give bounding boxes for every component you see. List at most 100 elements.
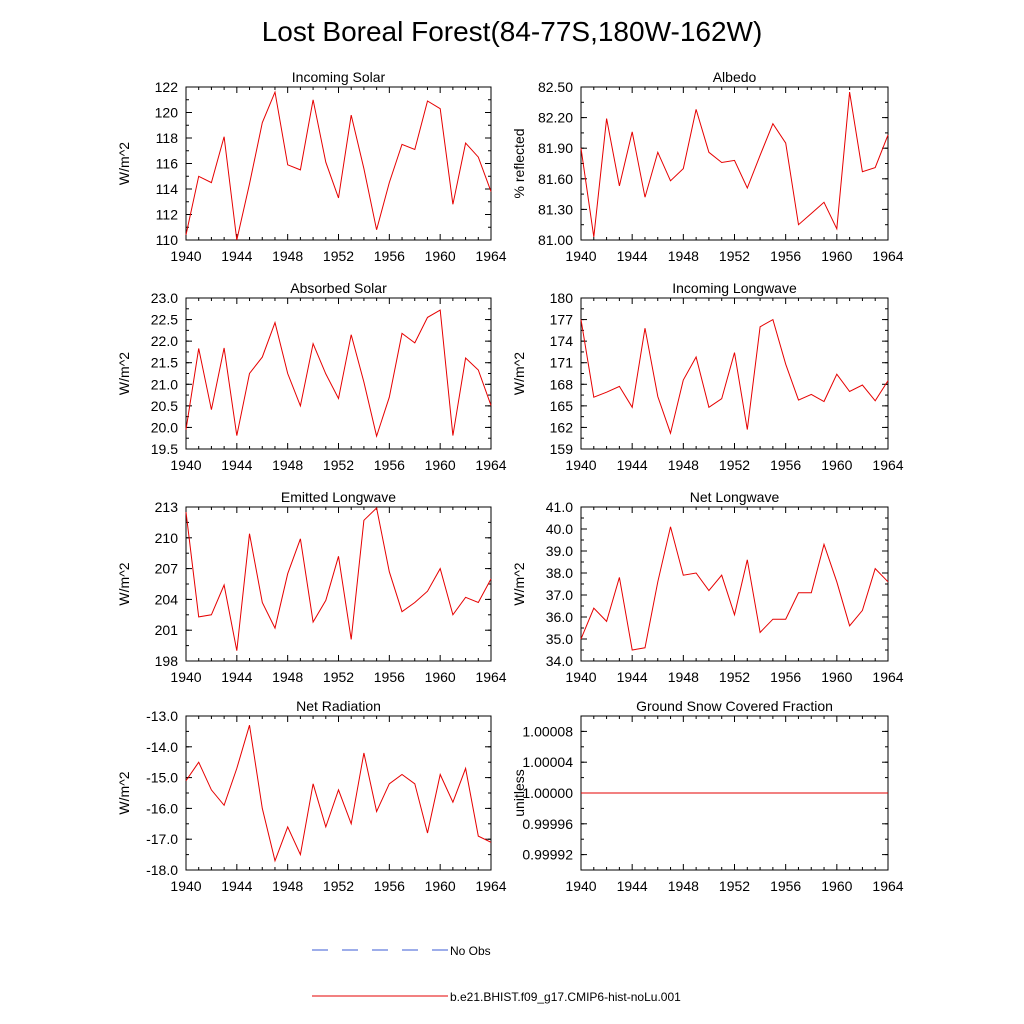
y-tick-label: 39.0 — [546, 543, 573, 559]
x-tick-label: 1964 — [872, 457, 903, 473]
legend-label-1: No Obs — [450, 944, 491, 958]
x-tick-label: 1948 — [272, 669, 303, 685]
x-tick-label: 1952 — [719, 669, 750, 685]
x-tick-label: 1944 — [617, 457, 648, 473]
x-tick-label: 1948 — [272, 457, 303, 473]
x-tick-label: 1940 — [565, 878, 596, 894]
series-line — [580, 92, 889, 237]
chart-panel-7: Net Radiation W/m^2 1940 1944 1948 1952 1956 19… — [116, 698, 507, 894]
x-tick-label: 1944 — [221, 878, 252, 894]
y-tick-label: 81.90 — [538, 140, 573, 156]
panel-title: Emitted Longwave — [281, 489, 396, 505]
y-tick-label: 159 — [550, 441, 574, 457]
y-tick-label: 165 — [550, 398, 574, 414]
plot-frame — [185, 86, 492, 241]
x-tick-label: 1956 — [770, 248, 801, 264]
y-tick-label: 19.5 — [151, 441, 178, 457]
x-tick-label: 1960 — [821, 878, 852, 894]
panel-title: Absorbed Solar — [290, 280, 387, 296]
x-tick-label: 1944 — [617, 248, 648, 264]
x-tick-label: 1948 — [272, 248, 303, 264]
y-axis-label: unitless — [511, 769, 527, 816]
plot-frame — [185, 297, 492, 450]
chart-panel-2: Albedo % reflected 1940 1944 1948 1952 1956 196… — [511, 69, 904, 264]
x-tick-label: 1964 — [475, 457, 506, 473]
x-tick-label: 1964 — [475, 878, 506, 894]
panel-title: Albedo — [713, 69, 757, 85]
y-tick-label: 210 — [155, 530, 179, 546]
x-tick-label: 1940 — [170, 669, 201, 685]
y-tick-label: 36.0 — [546, 609, 573, 625]
y-tick-label: -15.0 — [146, 770, 178, 786]
y-tick-label: 114 — [156, 181, 179, 197]
chart-panel-3: Absorbed Solar W/m^2 1940 1944 1948 1952 1956 1… — [116, 280, 507, 473]
x-tick-label: 1948 — [668, 878, 699, 894]
y-tick-label: 174 — [550, 333, 574, 349]
y-tick-label: 81.60 — [538, 171, 573, 187]
x-tick-label: 1948 — [668, 669, 699, 685]
x-tick-label: 1960 — [425, 669, 456, 685]
x-tick-label: 1952 — [323, 248, 354, 264]
x-tick-label: 1944 — [617, 878, 648, 894]
y-axis-label: W/m^2 — [116, 562, 132, 605]
y-tick-label: 1.00004 — [522, 754, 573, 770]
plot-frame — [185, 506, 492, 662]
x-tick-label: 1940 — [170, 878, 201, 894]
x-tick-label: 1960 — [425, 457, 456, 473]
panel-title: Incoming Longwave — [672, 280, 797, 296]
y-tick-label: 22.5 — [151, 312, 178, 328]
y-tick-label: 81.30 — [538, 201, 573, 217]
y-axis-label: W/m^2 — [116, 142, 132, 185]
x-tick-label: 1944 — [221, 457, 252, 473]
chart-panel-1: Incoming Solar W/m^2 1940 1944 1948 1952 1956 1… — [116, 69, 507, 264]
y-axis-label: W/m^2 — [116, 352, 132, 395]
x-tick-label: 1952 — [323, 878, 354, 894]
y-tick-label: 204 — [155, 591, 179, 607]
chart-panels: Incoming Solar W/m^2 1940 1944 1948 1952 1956 1… — [116, 69, 904, 894]
x-tick-label: 1956 — [374, 669, 405, 685]
y-tick-label: 21.0 — [151, 376, 178, 392]
x-tick-label: 1952 — [719, 457, 750, 473]
y-tick-label: -14.0 — [146, 739, 178, 755]
x-tick-label: 1960 — [425, 878, 456, 894]
x-tick-label: 1956 — [770, 878, 801, 894]
y-tick-label: 35.0 — [546, 631, 573, 647]
series-line — [580, 318, 889, 435]
x-tick-label: 1964 — [872, 248, 903, 264]
legend-label-2: b.e21.BHIST.f09_g17.CMIP6-hist-noLu.001 — [450, 990, 681, 1004]
series-line — [185, 507, 492, 651]
y-tick-label: 1.00000 — [522, 785, 573, 801]
y-tick-label: 21.5 — [151, 355, 178, 371]
x-tick-label: 1940 — [170, 457, 201, 473]
panel-title: Ground Snow Covered Fraction — [636, 698, 833, 714]
x-tick-label: 1956 — [770, 457, 801, 473]
y-tick-label: 41.0 — [546, 499, 573, 515]
y-tick-label: 0.99992 — [522, 847, 573, 863]
y-tick-label: 122 — [155, 79, 179, 95]
x-tick-label: 1944 — [221, 669, 252, 685]
x-tick-label: 1956 — [374, 878, 405, 894]
x-tick-label: 1960 — [821, 669, 852, 685]
x-tick-label: 1964 — [872, 878, 903, 894]
y-tick-label: 22.0 — [151, 333, 178, 349]
x-tick-label: 1940 — [565, 457, 596, 473]
series-line — [580, 526, 889, 651]
chart-panel-5: Emitted Longwave W/m^2 1940 1944 1948 1952 195… — [116, 489, 507, 685]
y-tick-label: 213 — [155, 499, 179, 515]
x-tick-label: 1960 — [425, 248, 456, 264]
y-axis-label: W/m^2 — [511, 562, 527, 605]
x-tick-label: 1940 — [170, 248, 201, 264]
y-axis-label: W/m^2 — [116, 771, 132, 814]
plot-frame — [580, 506, 889, 662]
y-tick-label: 37.0 — [546, 587, 573, 603]
y-tick-label: 180 — [550, 290, 574, 306]
y-tick-label: 168 — [550, 376, 574, 392]
y-axis-label: W/m^2 — [511, 352, 527, 395]
legend: No Obs b.e21.BHIST.f09_g17.CMIP6-hist-noL… — [312, 944, 681, 1004]
y-tick-label: 82.50 — [538, 79, 573, 95]
series-line — [185, 90, 492, 241]
x-tick-label: 1964 — [475, 248, 506, 264]
y-tick-label: 201 — [155, 622, 179, 638]
y-tick-label: 110 — [156, 232, 179, 248]
series-line — [185, 309, 492, 438]
